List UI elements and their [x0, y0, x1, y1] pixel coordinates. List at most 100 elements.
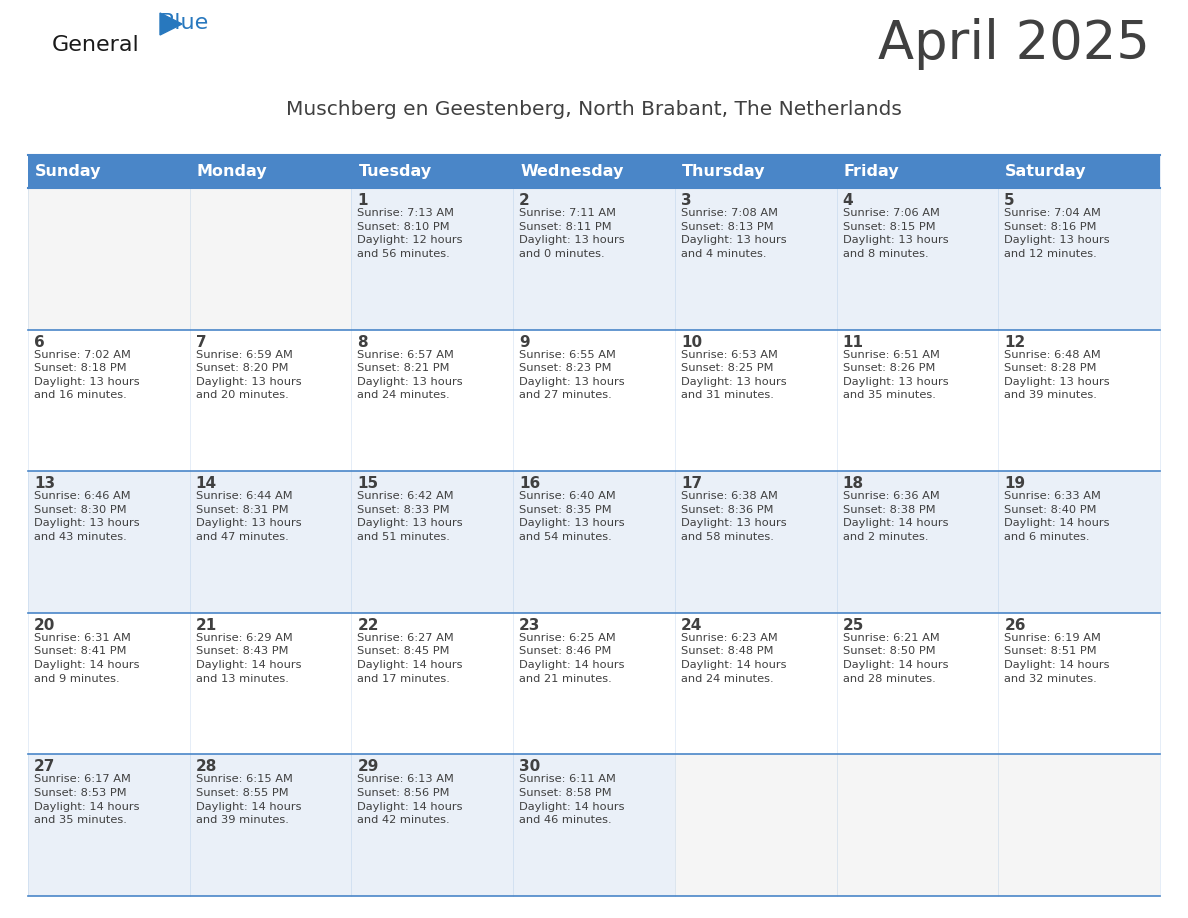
Text: 26: 26	[1004, 618, 1025, 633]
Text: 14: 14	[196, 476, 217, 491]
Bar	[352, 155, 513, 188]
Text: Sunrise: 6:51 AM
Sunset: 8:26 PM
Daylight: 13 hours
and 35 minutes.: Sunrise: 6:51 AM Sunset: 8:26 PM Dayligh…	[842, 350, 948, 400]
Text: 28: 28	[196, 759, 217, 775]
Text: Sunrise: 7:06 AM
Sunset: 8:15 PM
Daylight: 13 hours
and 8 minutes.: Sunrise: 7:06 AM Sunset: 8:15 PM Dayligh…	[842, 208, 948, 259]
Bar	[513, 330, 675, 471]
Bar	[675, 471, 836, 613]
Text: Sunrise: 6:17 AM
Sunset: 8:53 PM
Daylight: 14 hours
and 35 minutes.: Sunrise: 6:17 AM Sunset: 8:53 PM Dayligh…	[34, 775, 139, 825]
Bar	[29, 155, 190, 188]
Bar	[190, 755, 352, 896]
Bar	[513, 613, 675, 755]
Bar	[29, 471, 190, 613]
Bar	[352, 613, 513, 755]
Text: 5: 5	[1004, 193, 1015, 208]
Bar	[836, 471, 998, 613]
Text: General: General	[52, 35, 140, 55]
Bar	[29, 613, 190, 755]
Bar	[190, 330, 352, 471]
Text: Sunrise: 6:29 AM
Sunset: 8:43 PM
Daylight: 14 hours
and 13 minutes.: Sunrise: 6:29 AM Sunset: 8:43 PM Dayligh…	[196, 633, 302, 684]
Text: 3: 3	[681, 193, 691, 208]
Bar	[675, 155, 836, 188]
Bar	[29, 755, 190, 896]
Bar	[998, 613, 1159, 755]
Text: Friday: Friday	[843, 164, 899, 179]
Bar	[190, 188, 352, 330]
Bar	[513, 155, 675, 188]
Bar	[352, 330, 513, 471]
Text: Sunrise: 6:53 AM
Sunset: 8:25 PM
Daylight: 13 hours
and 31 minutes.: Sunrise: 6:53 AM Sunset: 8:25 PM Dayligh…	[681, 350, 786, 400]
Bar	[190, 613, 352, 755]
Text: 25: 25	[842, 618, 864, 633]
Text: Monday: Monday	[197, 164, 267, 179]
Bar	[998, 155, 1159, 188]
Text: Sunrise: 6:25 AM
Sunset: 8:46 PM
Daylight: 14 hours
and 21 minutes.: Sunrise: 6:25 AM Sunset: 8:46 PM Dayligh…	[519, 633, 625, 684]
Text: Sunrise: 7:04 AM
Sunset: 8:16 PM
Daylight: 13 hours
and 12 minutes.: Sunrise: 7:04 AM Sunset: 8:16 PM Dayligh…	[1004, 208, 1110, 259]
Text: 17: 17	[681, 476, 702, 491]
Text: 29: 29	[358, 759, 379, 775]
Text: 6: 6	[34, 334, 45, 350]
Text: 22: 22	[358, 618, 379, 633]
Text: Sunrise: 6:44 AM
Sunset: 8:31 PM
Daylight: 13 hours
and 47 minutes.: Sunrise: 6:44 AM Sunset: 8:31 PM Dayligh…	[196, 491, 302, 542]
Text: Sunrise: 6:33 AM
Sunset: 8:40 PM
Daylight: 14 hours
and 6 minutes.: Sunrise: 6:33 AM Sunset: 8:40 PM Dayligh…	[1004, 491, 1110, 542]
Text: Thursday: Thursday	[682, 164, 765, 179]
Text: Sunrise: 6:19 AM
Sunset: 8:51 PM
Daylight: 14 hours
and 32 minutes.: Sunrise: 6:19 AM Sunset: 8:51 PM Dayligh…	[1004, 633, 1110, 684]
Text: Sunrise: 6:59 AM
Sunset: 8:20 PM
Daylight: 13 hours
and 20 minutes.: Sunrise: 6:59 AM Sunset: 8:20 PM Dayligh…	[196, 350, 302, 400]
Bar	[29, 330, 190, 471]
Text: Sunrise: 7:13 AM
Sunset: 8:10 PM
Daylight: 12 hours
and 56 minutes.: Sunrise: 7:13 AM Sunset: 8:10 PM Dayligh…	[358, 208, 463, 259]
Text: Sunrise: 6:48 AM
Sunset: 8:28 PM
Daylight: 13 hours
and 39 minutes.: Sunrise: 6:48 AM Sunset: 8:28 PM Dayligh…	[1004, 350, 1110, 400]
Bar	[675, 188, 836, 330]
Text: 4: 4	[842, 193, 853, 208]
Text: Sunrise: 6:27 AM
Sunset: 8:45 PM
Daylight: 14 hours
and 17 minutes.: Sunrise: 6:27 AM Sunset: 8:45 PM Dayligh…	[358, 633, 463, 684]
Text: Sunrise: 6:55 AM
Sunset: 8:23 PM
Daylight: 13 hours
and 27 minutes.: Sunrise: 6:55 AM Sunset: 8:23 PM Dayligh…	[519, 350, 625, 400]
Text: Sunrise: 6:40 AM
Sunset: 8:35 PM
Daylight: 13 hours
and 54 minutes.: Sunrise: 6:40 AM Sunset: 8:35 PM Dayligh…	[519, 491, 625, 542]
Text: Sunrise: 6:36 AM
Sunset: 8:38 PM
Daylight: 14 hours
and 2 minutes.: Sunrise: 6:36 AM Sunset: 8:38 PM Dayligh…	[842, 491, 948, 542]
Bar	[190, 155, 352, 188]
Bar	[998, 755, 1159, 896]
Bar	[513, 755, 675, 896]
Text: Sunrise: 7:11 AM
Sunset: 8:11 PM
Daylight: 13 hours
and 0 minutes.: Sunrise: 7:11 AM Sunset: 8:11 PM Dayligh…	[519, 208, 625, 259]
Text: Sunrise: 6:21 AM
Sunset: 8:50 PM
Daylight: 14 hours
and 28 minutes.: Sunrise: 6:21 AM Sunset: 8:50 PM Dayligh…	[842, 633, 948, 684]
Bar	[836, 330, 998, 471]
Bar	[675, 755, 836, 896]
Text: Sunrise: 6:42 AM
Sunset: 8:33 PM
Daylight: 13 hours
and 51 minutes.: Sunrise: 6:42 AM Sunset: 8:33 PM Dayligh…	[358, 491, 463, 542]
Text: Sunrise: 7:02 AM
Sunset: 8:18 PM
Daylight: 13 hours
and 16 minutes.: Sunrise: 7:02 AM Sunset: 8:18 PM Dayligh…	[34, 350, 140, 400]
Text: Muschberg en Geestenberg, North Brabant, The Netherlands: Muschberg en Geestenberg, North Brabant,…	[286, 100, 902, 119]
Bar	[836, 188, 998, 330]
Text: 8: 8	[358, 334, 368, 350]
Text: 30: 30	[519, 759, 541, 775]
Bar	[352, 471, 513, 613]
Text: Sunrise: 6:11 AM
Sunset: 8:58 PM
Daylight: 14 hours
and 46 minutes.: Sunrise: 6:11 AM Sunset: 8:58 PM Dayligh…	[519, 775, 625, 825]
Text: Sunrise: 6:46 AM
Sunset: 8:30 PM
Daylight: 13 hours
and 43 minutes.: Sunrise: 6:46 AM Sunset: 8:30 PM Dayligh…	[34, 491, 140, 542]
Bar	[29, 188, 190, 330]
Text: 12: 12	[1004, 334, 1025, 350]
Text: 15: 15	[358, 476, 379, 491]
Bar	[836, 613, 998, 755]
Polygon shape	[160, 13, 182, 35]
Text: Sunday: Sunday	[34, 164, 101, 179]
Text: 20: 20	[34, 618, 56, 633]
Bar	[998, 330, 1159, 471]
Text: 2: 2	[519, 193, 530, 208]
Bar	[513, 188, 675, 330]
Text: 13: 13	[34, 476, 55, 491]
Text: 18: 18	[842, 476, 864, 491]
Bar	[675, 613, 836, 755]
Text: 23: 23	[519, 618, 541, 633]
Text: Blue: Blue	[160, 13, 209, 33]
Text: 27: 27	[34, 759, 56, 775]
Bar	[998, 188, 1159, 330]
Text: Sunrise: 6:38 AM
Sunset: 8:36 PM
Daylight: 13 hours
and 58 minutes.: Sunrise: 6:38 AM Sunset: 8:36 PM Dayligh…	[681, 491, 786, 542]
Text: 11: 11	[842, 334, 864, 350]
Bar	[513, 471, 675, 613]
Text: Tuesday: Tuesday	[359, 164, 431, 179]
Text: 1: 1	[358, 193, 368, 208]
Text: Sunrise: 6:57 AM
Sunset: 8:21 PM
Daylight: 13 hours
and 24 minutes.: Sunrise: 6:57 AM Sunset: 8:21 PM Dayligh…	[358, 350, 463, 400]
Text: Sunrise: 6:15 AM
Sunset: 8:55 PM
Daylight: 14 hours
and 39 minutes.: Sunrise: 6:15 AM Sunset: 8:55 PM Dayligh…	[196, 775, 302, 825]
Bar	[998, 471, 1159, 613]
Bar	[675, 330, 836, 471]
Text: Sunrise: 6:23 AM
Sunset: 8:48 PM
Daylight: 14 hours
and 24 minutes.: Sunrise: 6:23 AM Sunset: 8:48 PM Dayligh…	[681, 633, 786, 684]
Bar	[836, 755, 998, 896]
Text: 24: 24	[681, 618, 702, 633]
Bar	[836, 155, 998, 188]
Text: Sunrise: 7:08 AM
Sunset: 8:13 PM
Daylight: 13 hours
and 4 minutes.: Sunrise: 7:08 AM Sunset: 8:13 PM Dayligh…	[681, 208, 786, 259]
